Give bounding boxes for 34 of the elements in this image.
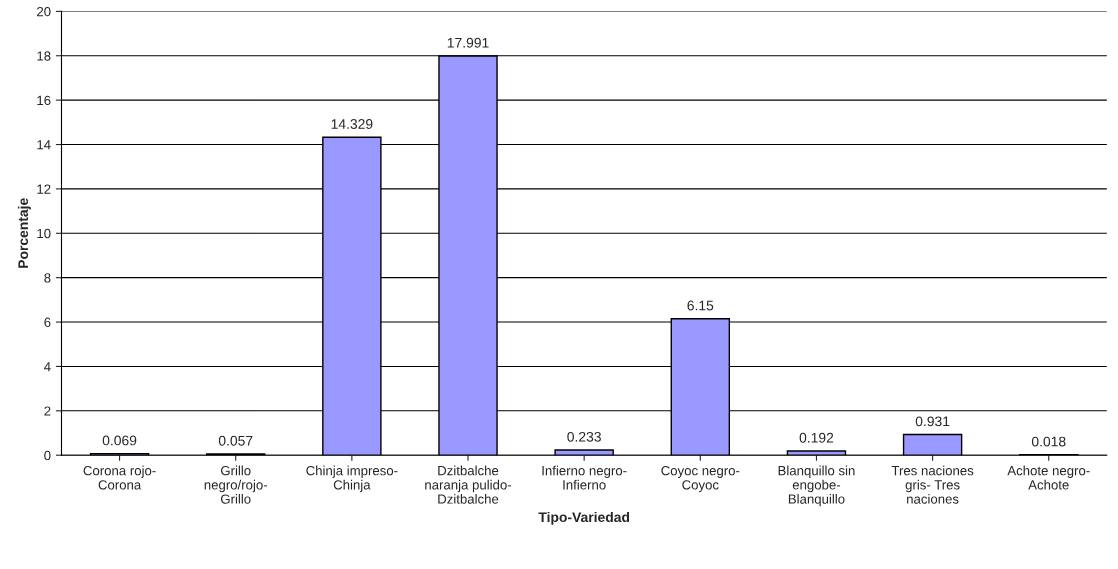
data-label: 0.931: [915, 416, 950, 427]
data-label: 0.069: [102, 435, 137, 446]
x-axis-title: Tipo-Variedad: [538, 511, 630, 525]
data-label: 0.018: [1031, 436, 1066, 447]
data-label: 6.15: [687, 300, 714, 311]
data-label: 17.991: [447, 37, 489, 48]
data-label: 0.057: [218, 435, 253, 446]
bar: [786, 450, 847, 456]
y-axis-title: Porcentaje: [17, 198, 31, 268]
y-tick-label: 8: [44, 273, 51, 283]
y-tick-label: 0: [44, 450, 51, 461]
data-label: 14.329: [331, 119, 373, 129]
data-label: 0.192: [799, 432, 834, 443]
x-tick-label: Corona rojo- Corona: [83, 465, 156, 490]
x-tick-label: Achote negro- Achote: [1007, 465, 1090, 490]
x-tick-label: Dzitbalche naranja pulido- Dzitbalche: [425, 465, 512, 504]
x-tick-label: Chinja impreso- Chinja: [306, 465, 398, 493]
x-tick-label: Blanquillo sin engobe- Blanquillo: [778, 465, 855, 507]
y-tick-label: 16: [37, 95, 51, 106]
y-tick-label: 14: [37, 140, 51, 150]
bar: [902, 433, 963, 456]
x-tick-label: Tres naciones gris- Tres naciones: [891, 465, 974, 504]
y-tick-label: 20: [37, 6, 51, 17]
y-tick-label: 2: [44, 406, 51, 416]
y-tick-label: 12: [37, 184, 51, 194]
x-tick-label: Infierno negro- Infierno: [542, 465, 627, 490]
y-tick-label: 18: [37, 51, 51, 61]
x-tick-label: Grillo negro/rojo- Grillo: [204, 465, 268, 504]
y-tick-label: 6: [44, 317, 51, 327]
x-tick-label: Coyoc negro- Coyoc: [661, 465, 740, 493]
y-tick-label: 4: [44, 362, 51, 372]
bar: [554, 449, 614, 456]
data-label: 0.233: [567, 431, 601, 442]
y-tick-label: 10: [37, 228, 51, 239]
